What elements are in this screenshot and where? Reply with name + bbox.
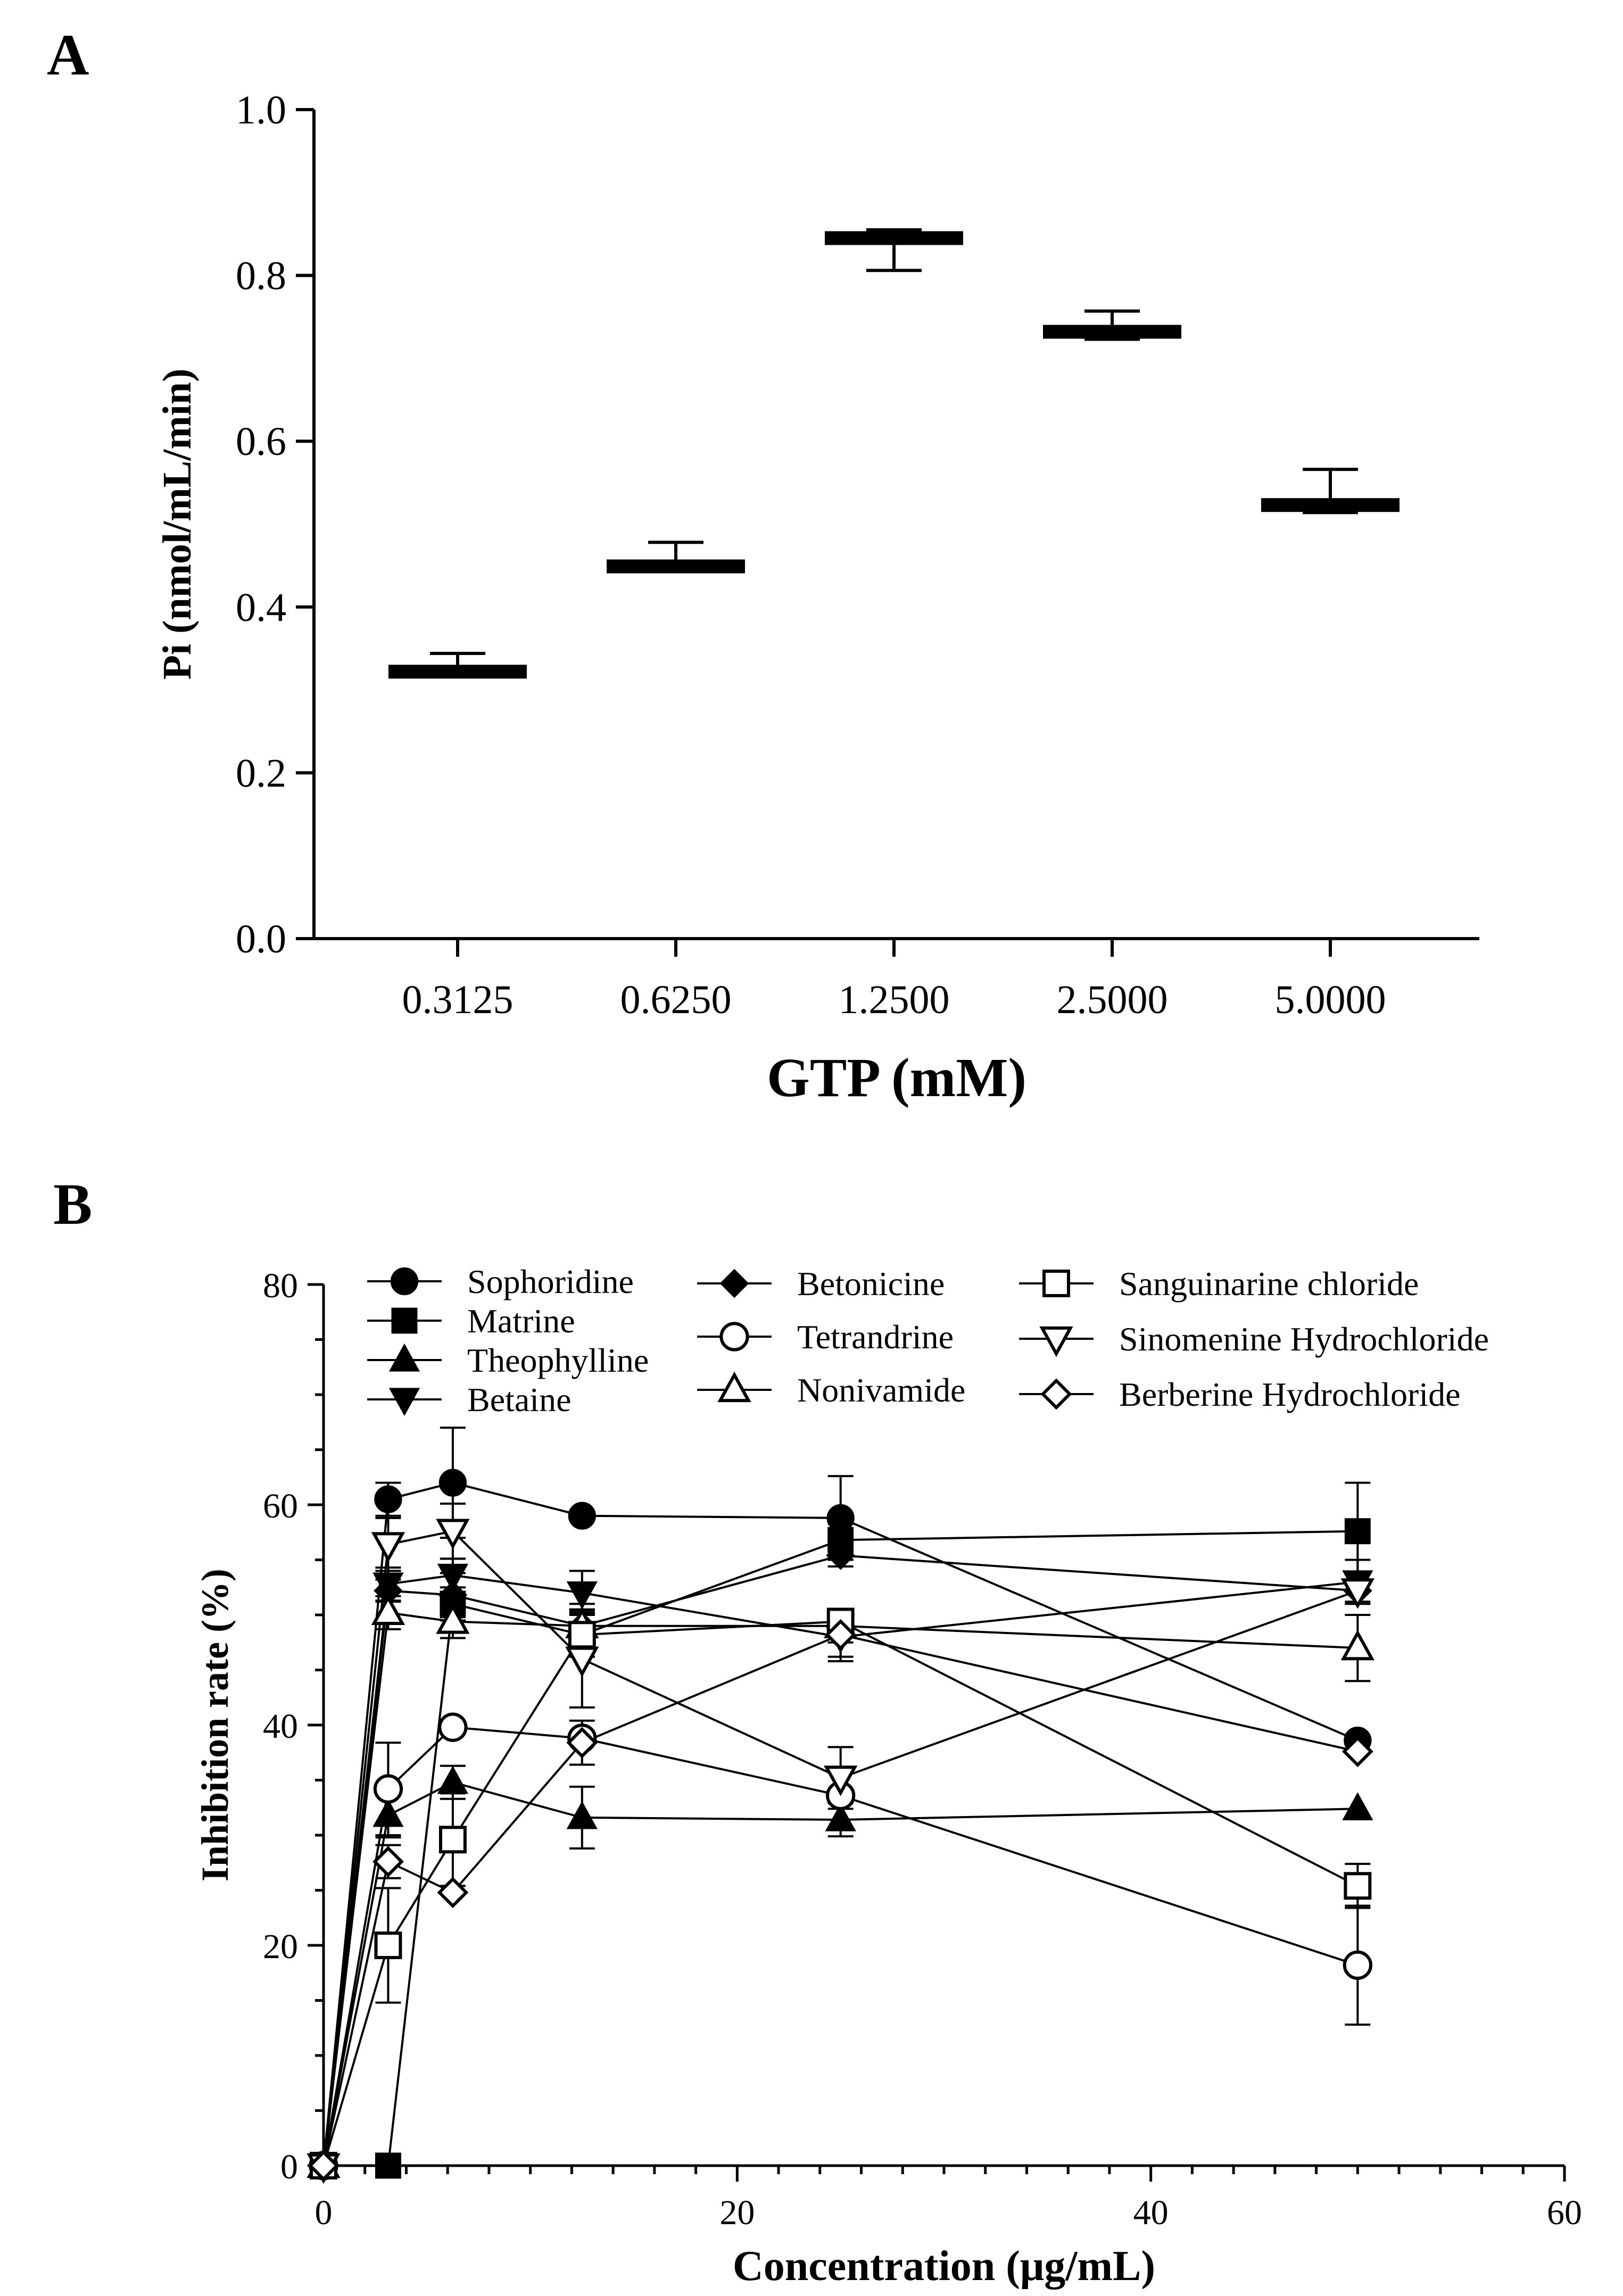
x-tick-label: 20 [719,2193,755,2232]
y-tick-label: 40 [263,1707,298,1746]
y-tick-label: 0.6 [236,419,286,464]
data-point [438,1469,467,1497]
data-point [566,1801,598,1829]
data-point [437,1877,469,1909]
data-point [568,1621,596,1649]
x-axis-title: Concentration (μg/mL) [733,2243,1155,2290]
data-point [438,1826,467,1854]
y-tick-label: 0.2 [236,751,286,795]
legend-marker [1040,1378,1072,1410]
series-line-sanguinarine-chloride [322,1620,1359,2166]
y-tick-label: 80 [263,1266,298,1305]
data-point [823,1765,858,1796]
legend-label: Matrine [467,1302,575,1340]
data-point [372,1798,404,1827]
legend-marker [1039,1326,1073,1357]
legend-marker [717,1371,751,1403]
data-point [437,1563,469,1592]
legend-marker [719,1269,749,1298]
legend-label: Nonivamide [797,1371,965,1409]
data-point [1342,1792,1373,1820]
series-line-betaine [322,1574,1358,2166]
data-point [375,2152,401,2179]
data-point [568,1502,596,1530]
box-median-bar [388,665,527,679]
data-point [1342,1736,1373,1768]
y-axis-title: Inhibition rate (%) [194,1569,236,1881]
series-line-betonicine [322,1554,1358,2166]
y-tick-label: 0 [280,2148,298,2186]
legend-label: Sinomenine Hydrochloride [1119,1320,1489,1358]
x-tick-label: 40 [1133,2193,1169,2232]
box-median-bar [1261,498,1400,512]
y-tick-label: 0.0 [236,917,286,961]
data-point [1344,1518,1371,1545]
data-point [436,1603,470,1634]
x-tick-label: 60 [1547,2193,1582,2232]
legend-label: Betaine [467,1381,571,1419]
data-point [308,2150,339,2182]
data-point [565,1646,599,1678]
data-point [826,1540,855,1570]
series-line-berberine-hydrochloride [322,1634,1358,2166]
y-tick-label: 60 [263,1487,298,1526]
legend-label: Sophoridine [467,1263,634,1300]
data-point [825,1619,857,1651]
x-tick-label: 0 [315,2193,333,2232]
legend-marker [390,1267,419,1296]
data-point [566,1727,598,1759]
data-point [437,1765,469,1794]
data-point [436,1519,470,1549]
data-point [1340,1578,1375,1609]
legend-marker [388,1388,420,1416]
series-line-sinomenine-hydrochloride [322,1530,1359,2166]
legend-marker [1042,1270,1070,1297]
data-point [374,1932,402,1959]
data-point [373,1774,403,1804]
data-point [566,1581,598,1610]
data-points [307,1469,1375,2184]
box-median-bar [1043,325,1181,339]
series-line-tetrandrine [322,1726,1358,2166]
data-point [371,1532,405,1563]
data-point [438,1712,468,1742]
x-tick-label: 0.6250 [620,977,732,1022]
series-line-nonivamide [322,1611,1358,2166]
y-axis-title: Pi (nmol/mL/min) [155,369,200,680]
data-point [372,1846,404,1878]
panel-label: A [47,22,89,87]
data-point [1340,1629,1375,1661]
panel-a: A 0.0 0.2 0.4 0.6 0.8 1.0 0.3125 0.6250 1.2500 2.5… [47,22,1479,1108]
legend-marker [719,1322,749,1352]
data-point [1343,1950,1372,1980]
data-point [374,1485,402,1513]
legend-label: Betonicine [797,1265,945,1303]
box-median-bar [607,559,745,574]
data-point [1344,1872,1372,1900]
y-tick-label: 1.0 [236,88,286,132]
panel-b: B 0 20 40 60 80 0 20 40 60 Concentration (μg/mL) In… [53,1172,1582,2290]
x-tick-label: 5.0000 [1275,977,1386,1022]
legend-label: Sanguinarine chloride [1119,1265,1419,1303]
data-point [371,1594,405,1626]
y-tick-label: 0.4 [236,585,286,630]
box-median-bar [825,231,963,245]
panel-label: B [53,1172,92,1237]
x-tick-label: 2.5000 [1057,977,1168,1022]
x-axis-title: GTP (mM) [767,1047,1026,1108]
series-line-sophoridine [322,1481,1359,2166]
y-tick-label: 20 [263,1927,298,1966]
series-line-theophylline [322,1781,1358,2166]
legend-label: Berberine Hydrochloride [1119,1375,1461,1413]
x-tick-label: 1.2500 [839,977,950,1022]
y-tick-label: 0.8 [236,254,286,299]
legend-marker [388,1343,420,1372]
legend-label: Tetrandrine [797,1318,954,1356]
x-tick-label: 0.3125 [402,977,514,1022]
data-point [825,1803,856,1831]
legend-marker [391,1307,418,1334]
legend-label: Theophylline [467,1341,649,1379]
